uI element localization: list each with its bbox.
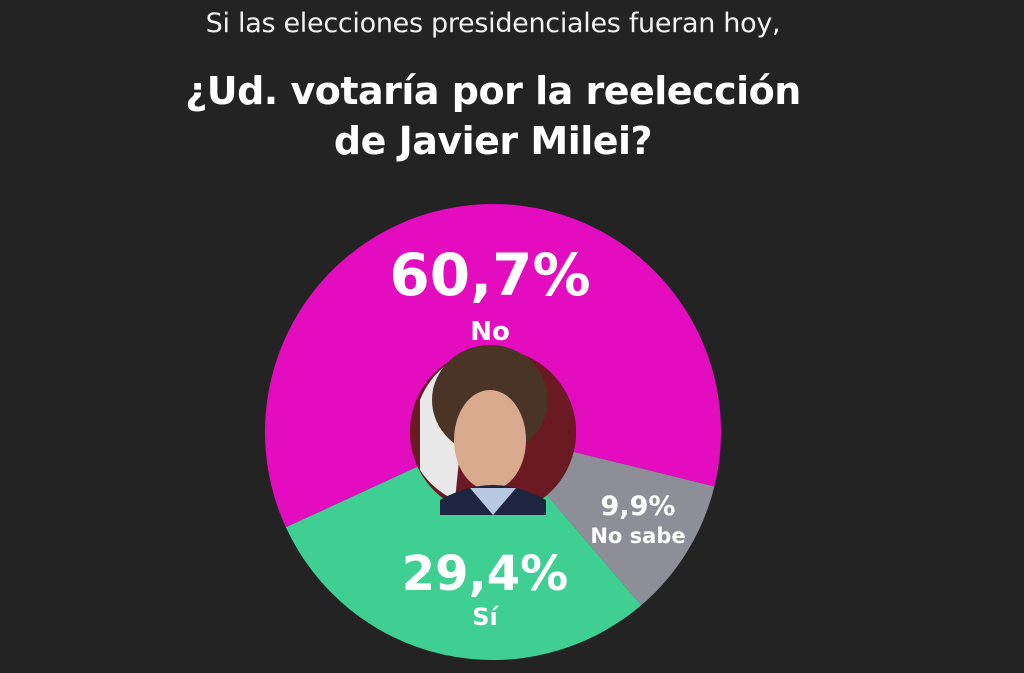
subtitle: Si las elecciones presidenciales fueran … <box>205 8 781 39</box>
slice-si <box>285 466 642 660</box>
chart-title: ¿Ud. votaría por la reelección de Javier… <box>0 66 986 166</box>
data-label-category: No <box>470 317 510 347</box>
title-line-1: ¿Ud. votaría por la reelección <box>185 69 801 113</box>
data-label-value: 9,9% <box>601 491 676 522</box>
center-portrait <box>410 345 576 515</box>
data-label-value: 60,7% <box>389 241 590 309</box>
slice-no <box>264 203 721 528</box>
title-line-2: de Javier Milei? <box>333 119 653 163</box>
data-label-category: No sabe <box>590 524 685 548</box>
slice-no-sabe <box>546 451 715 606</box>
data-label-value: 29,4% <box>402 546 569 602</box>
data-label-category: Sí <box>472 603 499 631</box>
